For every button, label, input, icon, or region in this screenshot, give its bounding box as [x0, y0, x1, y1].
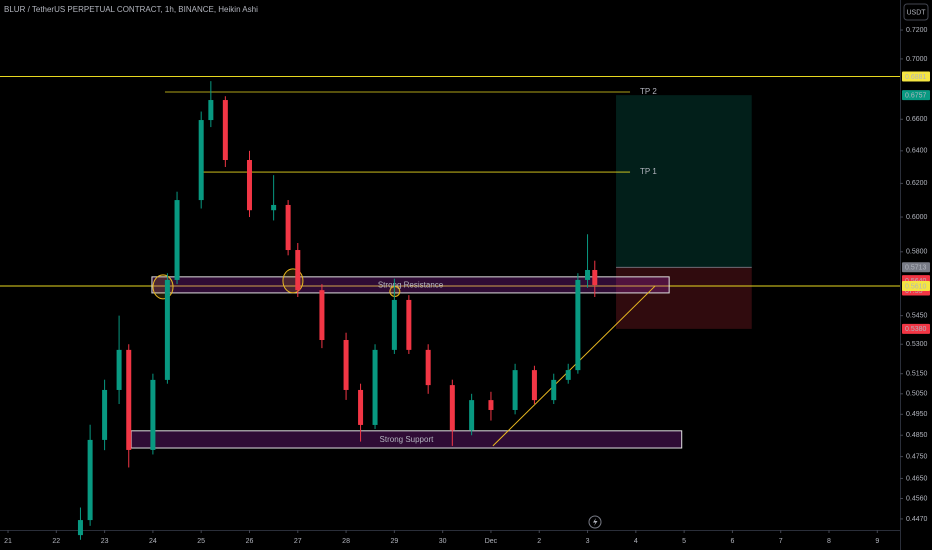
- target-label: TP 2: [640, 87, 657, 96]
- price-label-box: [902, 90, 930, 101]
- y-tick-label: 0.5450: [906, 312, 928, 319]
- x-tick-label: 9: [875, 538, 879, 545]
- candle-body: [358, 389, 364, 425]
- candle-body: [512, 370, 518, 410]
- candle-body: [271, 204, 277, 211]
- x-tick-label: 21: [4, 538, 12, 545]
- x-tick-label: 22: [52, 538, 60, 545]
- x-tick-label: 26: [246, 538, 254, 545]
- x-tick-label: 8: [827, 538, 831, 545]
- price-label-box: [902, 280, 930, 291]
- axis-layer: 0.7200 0.7000 0.6600 0.6400 0.6200 0.6000 0.58…: [4, 27, 930, 545]
- price-label: 0.5713: [905, 265, 927, 272]
- y-tick-label: 0.6200: [906, 180, 928, 187]
- x-tick-label: 24: [149, 538, 157, 545]
- candle-body: [208, 100, 214, 121]
- position-profit: [616, 95, 752, 268]
- x-tick-label: 3: [586, 538, 590, 545]
- y-tick-label: 0.7000: [906, 56, 928, 63]
- events-bolt[interactable]: [593, 518, 598, 526]
- position-loss: [616, 267, 752, 329]
- x-tick-label: Dec: [485, 538, 498, 545]
- zone-label: Strong Support: [380, 435, 435, 444]
- candle-body: [425, 349, 431, 386]
- y-tick-label: 0.4850: [906, 432, 928, 439]
- y-tick-label: 0.6600: [906, 116, 928, 123]
- candle-body: [391, 299, 397, 350]
- candle-body: [406, 299, 412, 350]
- highlight-circle: [152, 274, 174, 300]
- candle-body: [87, 439, 93, 521]
- candle-body: [164, 279, 170, 380]
- candle-body: [319, 290, 325, 341]
- y-tick-label: 0.4650: [906, 475, 928, 482]
- zone-label: Strong Resistance: [378, 280, 444, 289]
- y-tick-label: 0.7200: [906, 27, 928, 34]
- x-tick-label: 7: [779, 538, 783, 545]
- price-label-box: [902, 262, 930, 273]
- target-label: TP 1: [640, 167, 657, 176]
- candle-body: [222, 100, 228, 161]
- candle-body: [585, 269, 591, 280]
- price-label: 0.5380: [905, 326, 927, 333]
- y-tick-label: 0.5800: [906, 249, 928, 256]
- chart-title: BLUR / TetherUS PERPETUAL CONTRACT, 1h, …: [4, 5, 258, 14]
- price-countdown: 07:55: [905, 288, 923, 295]
- candle-body: [469, 400, 475, 431]
- candle-body: [126, 349, 132, 450]
- candle-body: [488, 400, 494, 410]
- position-layer: [616, 95, 752, 329]
- y-tick-label: 0.4750: [906, 453, 928, 460]
- price-label: 0.5610: [905, 283, 927, 290]
- x-tick-label: 2: [537, 538, 541, 545]
- price-label: 0.6881: [905, 74, 927, 81]
- price-label: 0.6757: [905, 93, 927, 100]
- candle-body: [150, 379, 156, 450]
- x-tick-label: 30: [439, 538, 447, 545]
- candle-body: [565, 370, 571, 380]
- y-tick-label: 0.6000: [906, 214, 928, 221]
- candle-body: [102, 389, 108, 440]
- candle-body: [174, 200, 180, 280]
- price-label-box: [902, 323, 930, 334]
- candle-body: [77, 520, 83, 536]
- x-tick-label: 4: [634, 538, 638, 545]
- currency-label[interactable]: USDT: [906, 9, 926, 16]
- y-tick-label: 0.4950: [906, 411, 928, 418]
- y-tick-label: 0.4470: [906, 516, 928, 523]
- x-tick-label: 23: [101, 538, 109, 545]
- x-tick-label: 6: [730, 538, 734, 545]
- x-tick-label: 5: [682, 538, 686, 545]
- candle-body: [343, 340, 349, 390]
- candle-body: [246, 160, 252, 211]
- candle-body: [531, 370, 537, 401]
- y-tick-label: 0.6400: [906, 148, 928, 155]
- candle-body: [198, 120, 204, 201]
- candle-layer: [77, 81, 598, 540]
- candle-body: [575, 279, 581, 371]
- trendline: [492, 285, 656, 447]
- events-icon[interactable]: [588, 515, 602, 529]
- y-tick-label: 0.4560: [906, 495, 928, 502]
- x-tick-label: 25: [197, 538, 205, 545]
- y-tick-label: 0.5300: [906, 341, 928, 348]
- y-tick-label: 0.5050: [906, 391, 928, 398]
- y-tick-label: 0.5150: [906, 371, 928, 378]
- candle-body: [295, 250, 301, 291]
- candle-body: [551, 379, 557, 401]
- candle-body: [285, 204, 291, 251]
- candle-body: [116, 349, 122, 390]
- x-tick-label: 29: [390, 538, 398, 545]
- price-label-box: [902, 71, 930, 82]
- zone: [151, 276, 670, 294]
- x-tick-label: 28: [342, 538, 350, 545]
- currency-button[interactable]: [903, 3, 929, 21]
- x-tick-label: 27: [294, 538, 302, 545]
- candle-body: [372, 349, 378, 425]
- candle-body: [449, 385, 455, 431]
- candle-body: [592, 269, 598, 286]
